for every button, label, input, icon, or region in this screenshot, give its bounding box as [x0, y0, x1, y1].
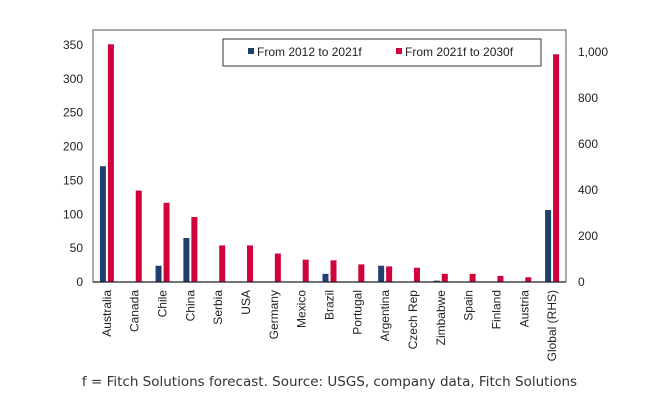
category-label: Global (RHS) — [545, 290, 559, 361]
category-labels: Australia Canada Chile China Serbia USA German… — [100, 290, 559, 362]
bar-2012-2021 — [155, 265, 162, 282]
left-tick-label: 250 — [63, 106, 83, 120]
category-label: USA — [239, 290, 253, 315]
left-tick-label: 0 — [76, 275, 83, 289]
category-label: Czech Rep — [406, 290, 420, 350]
right-axis: 0 200 400 600 800 1,000 — [578, 45, 608, 289]
category-label: Serbia — [211, 290, 225, 325]
category-label: Argentina — [378, 290, 392, 342]
bar-2021-2030 — [247, 245, 254, 282]
left-tick-label: 100 — [63, 207, 83, 221]
category-label: Brazil — [323, 290, 337, 320]
bar-2012-2021 — [378, 265, 385, 282]
bar-2021-2030 — [274, 253, 281, 282]
bar-2021-2030 — [107, 44, 114, 282]
category-label: Finland — [489, 290, 503, 329]
bars — [99, 44, 560, 282]
bar-2021-2030 — [469, 273, 476, 282]
category-label: Chile — [156, 290, 170, 318]
left-tick-label: 200 — [63, 140, 83, 154]
bar-2021-2030 — [386, 266, 393, 282]
bar-2021-2030 — [330, 260, 337, 282]
right-tick-label: 600 — [578, 137, 598, 151]
legend-label-series-2: From 2021f to 2030f — [405, 45, 514, 59]
bar-2021-2030 — [163, 202, 170, 282]
right-tick-label: 1,000 — [578, 45, 608, 59]
bar-2021-2030 — [191, 216, 198, 282]
category-label: China — [183, 290, 197, 322]
bar-2021-2030 — [219, 245, 226, 282]
bar-2021-2030 — [413, 267, 420, 282]
bar-2021-2030 — [441, 273, 448, 282]
category-label: Mexico — [295, 290, 309, 328]
left-tick-label: 350 — [63, 38, 83, 52]
legend-label-series-1: From 2012 to 2021f — [257, 45, 362, 59]
category-label: Canada — [128, 290, 142, 332]
category-label: Zimbabwe — [434, 290, 448, 346]
bar-2012-2021 — [322, 273, 329, 282]
bar-chart: 0 50 100 150 200 250 300 350 0 200 400 600 800 1,000… — [63, 29, 608, 362]
legend: From 2012 to 2021f From 2021f to 2030f — [222, 38, 542, 67]
right-tick-label: 0 — [578, 275, 585, 289]
right-tick-label: 800 — [578, 91, 598, 105]
bar-2021-2030 — [358, 264, 365, 282]
left-axis: 0 50 100 150 200 250 300 350 — [63, 38, 83, 289]
bar-2021-2030 — [525, 277, 532, 282]
category-label: Austria — [517, 290, 531, 328]
legend-swatch-series-2 — [396, 48, 402, 54]
source-note: f = Fitch Solutions forecast. Source: US… — [81, 374, 578, 390]
bar-2012-2021 — [183, 237, 190, 282]
left-tick-label: 300 — [63, 72, 83, 86]
bar-2012-2021 — [99, 166, 106, 282]
legend-box — [222, 38, 542, 67]
left-tick-label: 150 — [63, 173, 83, 187]
right-tick-label: 400 — [578, 183, 598, 197]
bar-2012-2021 — [433, 280, 440, 282]
bar-2021-2030 — [497, 275, 504, 282]
bar-2021-2030 — [302, 259, 309, 282]
category-label: Portugal — [350, 290, 364, 335]
bar-2012-2021 — [545, 210, 552, 282]
right-tick-label: 200 — [578, 229, 598, 243]
bar-2021-2030 — [135, 190, 142, 282]
left-tick-label: 50 — [70, 241, 84, 255]
category-label: Germany — [267, 290, 281, 339]
category-label: Spain — [462, 290, 476, 321]
category-label: Australia — [100, 290, 114, 337]
bar-2021-2030 — [553, 54, 560, 282]
legend-swatch-series-1 — [248, 48, 254, 54]
